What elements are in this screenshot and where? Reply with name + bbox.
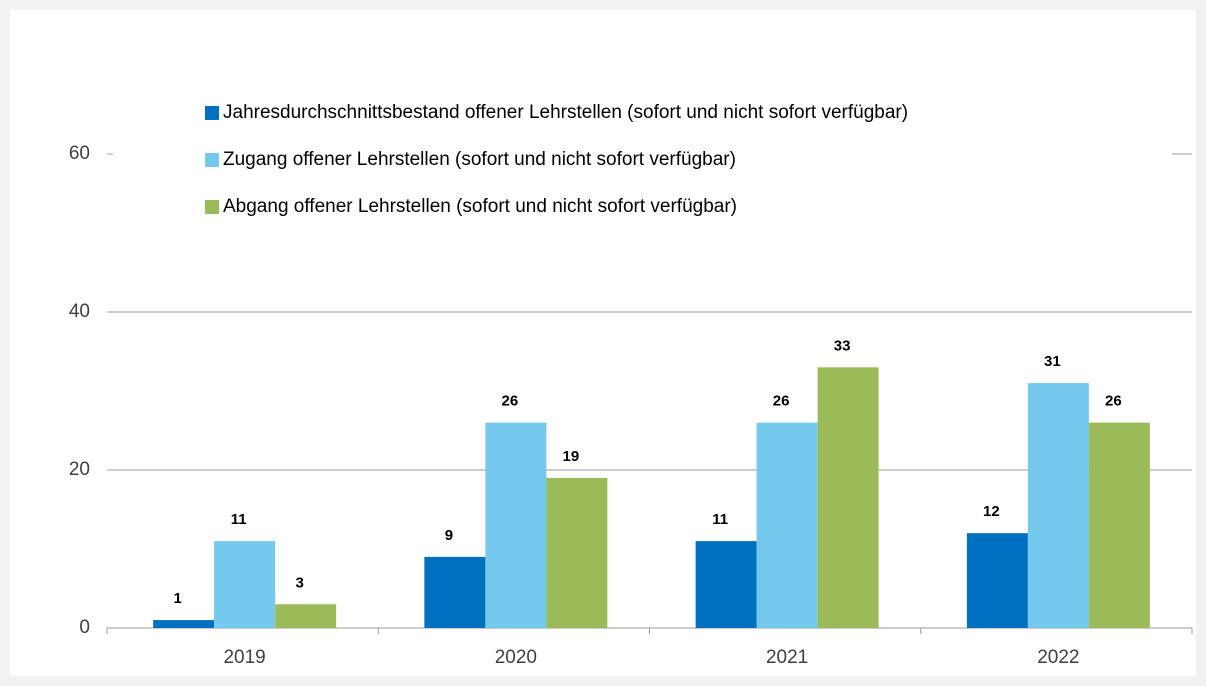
bar xyxy=(756,422,818,628)
x-tick-label: 2021 xyxy=(766,647,808,668)
value-label: 11 xyxy=(712,511,728,528)
bar xyxy=(817,367,879,628)
bar xyxy=(424,556,486,628)
bar xyxy=(214,541,276,628)
value-label: 33 xyxy=(834,337,851,354)
x-tick-label: 2019 xyxy=(223,647,265,668)
x-tick-label: 2022 xyxy=(1037,647,1079,668)
x-tick-label: 2020 xyxy=(495,647,537,668)
legend-marker xyxy=(205,106,219,120)
legend-box xyxy=(113,85,1172,230)
legend-label: Zugang offener Lehrstellen (sofort und n… xyxy=(223,149,736,170)
value-label: 9 xyxy=(445,527,453,544)
value-label: 12 xyxy=(983,503,1000,520)
legend-label: Abgang offener Lehrstellen (sofort und n… xyxy=(223,196,737,217)
bar xyxy=(1088,422,1150,628)
y-tick-label: 40 xyxy=(69,301,90,322)
value-label: 3 xyxy=(295,574,303,591)
bar xyxy=(546,477,608,628)
value-label: 11 xyxy=(231,511,247,528)
bar xyxy=(966,533,1028,628)
bar xyxy=(275,604,337,628)
bar xyxy=(153,620,215,628)
legend-marker xyxy=(205,200,219,214)
value-label: 31 xyxy=(1044,353,1061,370)
value-label: 26 xyxy=(1105,393,1122,410)
legend-label: Jahresdurchschnittsbestand offener Lehrs… xyxy=(223,102,908,123)
y-tick-label: 60 xyxy=(69,143,90,164)
y-tick-label: 0 xyxy=(79,617,90,638)
legend-marker xyxy=(205,153,219,167)
bar xyxy=(695,541,757,628)
y-tick-label: 20 xyxy=(69,459,90,480)
value-label: 26 xyxy=(773,393,790,410)
value-label: 1 xyxy=(173,590,181,607)
bar xyxy=(1027,383,1089,628)
value-label: 26 xyxy=(502,393,519,410)
value-label: 19 xyxy=(563,448,580,465)
bar xyxy=(485,422,547,628)
